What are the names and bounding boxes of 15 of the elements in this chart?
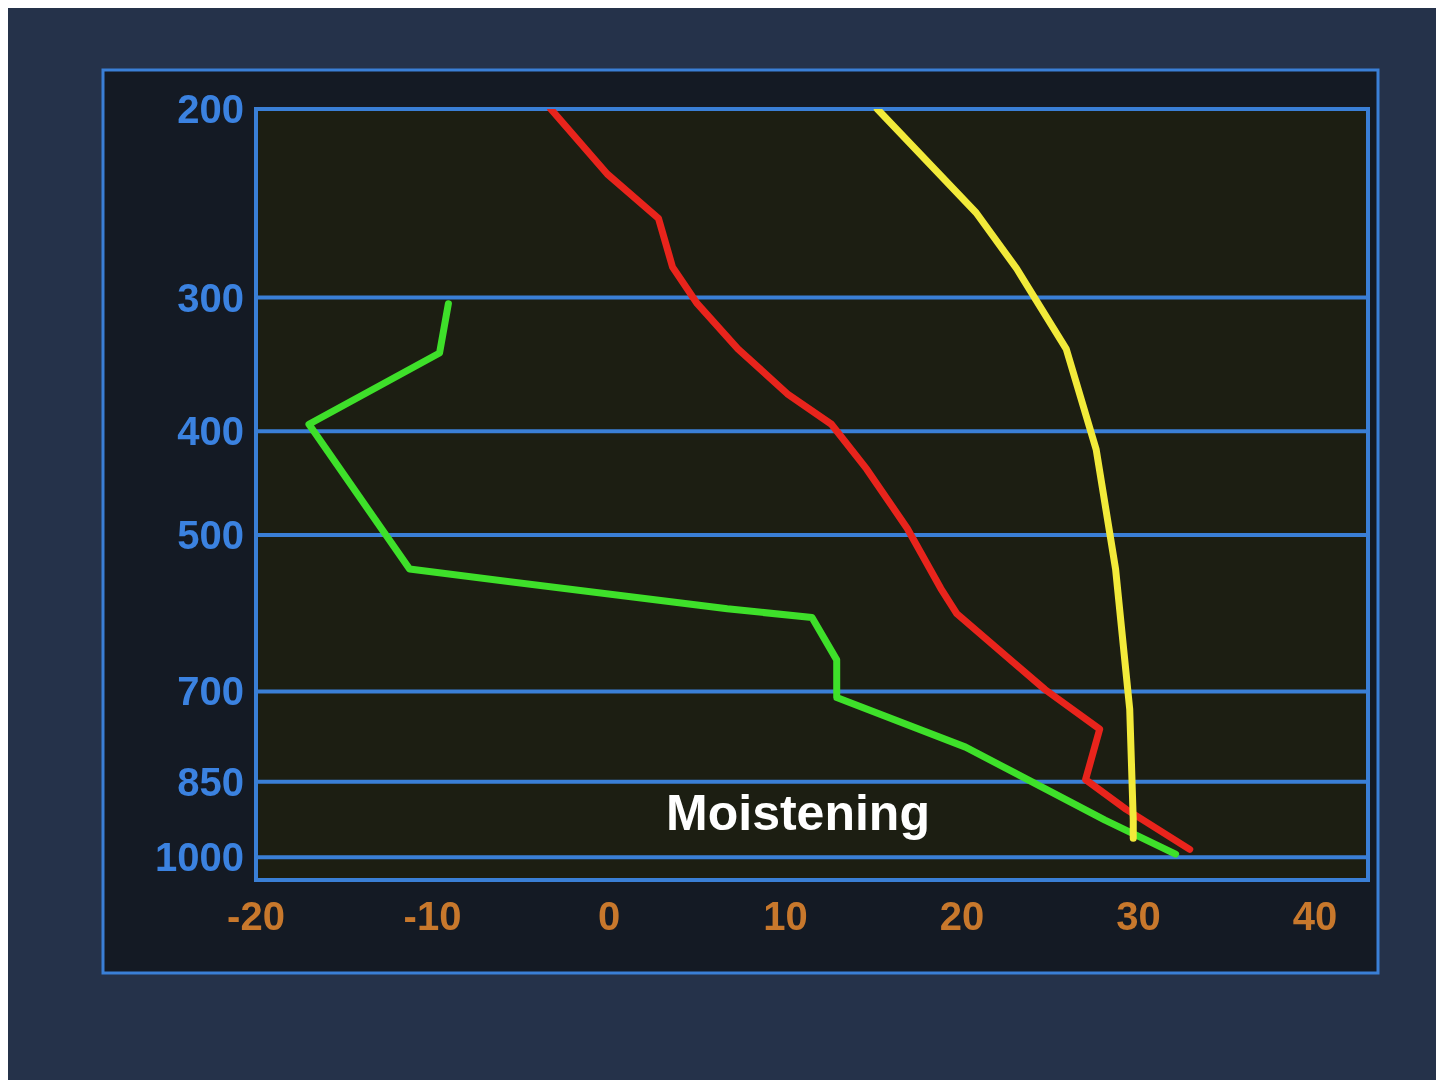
x-tick-label: 30 — [1116, 894, 1161, 938]
x-tick-label: 10 — [763, 894, 808, 938]
y-tick-label: 400 — [177, 409, 244, 454]
x-tick-label: 40 — [1292, 894, 1338, 938]
y-tick-label: 200 — [177, 87, 244, 131]
y-tick-label: 300 — [177, 275, 244, 320]
y-tick-label: 500 — [177, 513, 244, 558]
annotation: Moistening — [666, 785, 930, 841]
y-tick-label: 850 — [177, 759, 244, 804]
x-tick-label: -20 — [227, 894, 285, 938]
x-tick-label: 20 — [939, 894, 985, 938]
x-tick-label: -10 — [403, 894, 462, 938]
y-tick-label: 700 — [177, 669, 244, 714]
y-tick-label: 1000 — [155, 835, 244, 880]
x-tick-label: 0 — [597, 894, 621, 938]
